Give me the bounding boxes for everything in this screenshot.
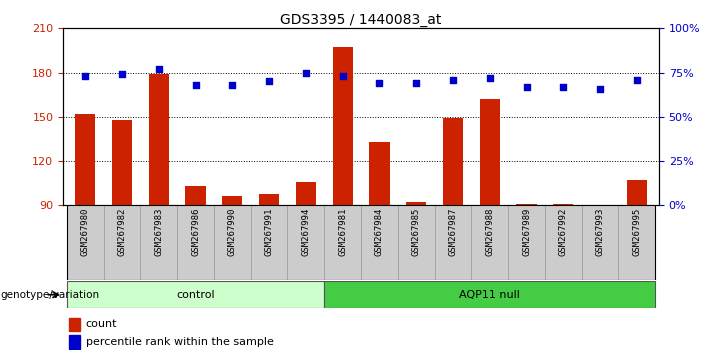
Text: GSM267986: GSM267986 — [191, 207, 200, 256]
Point — [374, 80, 385, 86]
Text: GSM267980: GSM267980 — [81, 207, 90, 256]
Text: AQP11 null: AQP11 null — [459, 290, 520, 300]
Text: GSM267981: GSM267981 — [338, 207, 347, 256]
Point — [190, 82, 201, 88]
Point — [447, 77, 458, 82]
Point — [521, 84, 532, 90]
Bar — [325, 205, 361, 280]
Text: GSM267984: GSM267984 — [375, 207, 384, 256]
Bar — [627, 180, 647, 205]
Point — [411, 80, 422, 86]
Bar — [517, 204, 537, 205]
Bar — [251, 205, 287, 280]
Bar — [545, 205, 582, 280]
Bar — [618, 205, 655, 280]
Bar — [369, 142, 390, 205]
Bar — [435, 205, 471, 280]
Bar — [149, 74, 169, 205]
Text: GSM267987: GSM267987 — [449, 207, 458, 256]
Bar — [104, 205, 140, 280]
Point — [226, 82, 238, 88]
Bar — [75, 114, 95, 205]
Bar — [479, 99, 500, 205]
Bar — [222, 196, 243, 205]
Bar — [140, 205, 177, 280]
Point — [264, 79, 275, 84]
Text: GSM267983: GSM267983 — [154, 207, 163, 256]
Bar — [69, 318, 80, 331]
Bar — [67, 281, 325, 308]
Text: GSM267995: GSM267995 — [632, 207, 641, 256]
Bar — [67, 205, 104, 280]
Text: GSM267994: GSM267994 — [301, 207, 311, 256]
Text: GSM267993: GSM267993 — [596, 207, 604, 256]
Title: GDS3395 / 1440083_at: GDS3395 / 1440083_at — [280, 13, 442, 27]
Text: GSM267989: GSM267989 — [522, 207, 531, 256]
Bar — [332, 47, 353, 205]
Bar — [582, 205, 618, 280]
Bar — [112, 120, 132, 205]
Bar — [214, 205, 251, 280]
Text: GSM267982: GSM267982 — [118, 207, 126, 256]
Text: count: count — [86, 319, 117, 329]
Bar — [406, 202, 426, 205]
Point — [116, 72, 128, 77]
Bar — [69, 335, 80, 349]
Point — [337, 73, 348, 79]
Text: GSM267990: GSM267990 — [228, 207, 237, 256]
Bar — [287, 205, 325, 280]
Bar — [361, 205, 397, 280]
Bar — [185, 186, 205, 205]
Text: GSM267992: GSM267992 — [559, 207, 568, 256]
Point — [594, 86, 606, 91]
Point — [558, 84, 569, 90]
Bar — [471, 205, 508, 280]
Bar — [553, 204, 573, 205]
Point — [632, 77, 643, 82]
Text: GSM267991: GSM267991 — [264, 207, 273, 256]
Bar — [443, 118, 463, 205]
Bar — [296, 182, 316, 205]
Point — [153, 66, 164, 72]
Text: GSM267988: GSM267988 — [485, 207, 494, 256]
Bar — [397, 205, 435, 280]
Text: percentile rank within the sample: percentile rank within the sample — [86, 337, 273, 347]
Text: control: control — [176, 290, 215, 300]
Text: genotype/variation: genotype/variation — [0, 290, 99, 300]
Text: GSM267985: GSM267985 — [411, 207, 421, 256]
Point — [300, 70, 311, 75]
Bar — [508, 205, 545, 280]
Bar — [325, 281, 655, 308]
Bar — [177, 205, 214, 280]
Bar — [259, 194, 279, 205]
Point — [79, 73, 90, 79]
Point — [484, 75, 496, 81]
